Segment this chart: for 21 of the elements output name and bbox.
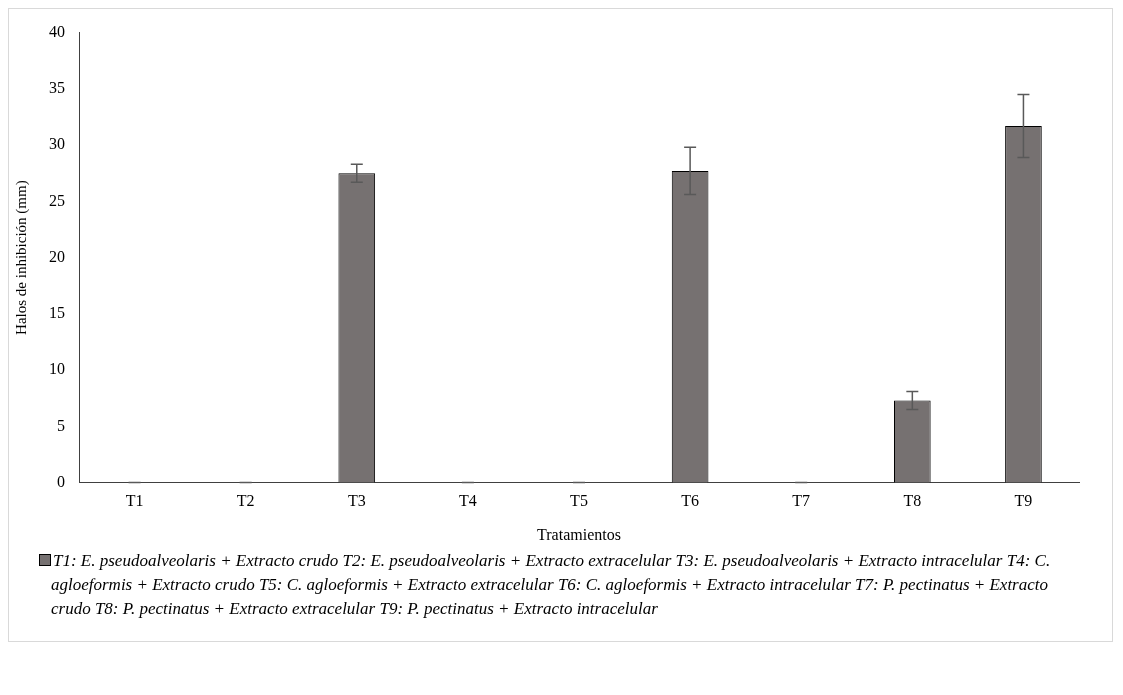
y-tick-label: 15: [49, 304, 65, 322]
y-tick-label: 25: [49, 191, 65, 209]
y-tick-label: 40: [49, 22, 65, 40]
x-tick-label: T6: [681, 492, 699, 510]
x-tick-label: T1: [125, 492, 144, 510]
x-tick-label: T9: [1014, 492, 1033, 510]
y-tick-label: 30: [49, 135, 65, 153]
x-tick-label: T8: [903, 492, 922, 510]
x-tick-label: T2: [236, 492, 255, 510]
legend-label: T1: E. pseudoalveolaris + Extracto crudo T2: E. pseudoalveolaris + Extracto extracelular T3: E. pseudoalveolaris + Extracto intracelular T4: C. agloeformis + Extracto crudo T5: C. agloeformis + Extracto extracelular T6: C. agloeformis + Extracto intracelular T7: P. pectinatus + Extracto crudo T8: P. pectinatus + Extracto extracelular T9: P. pectinatus + Extracto intracelular: [51, 551, 1051, 618]
x-tick-label: T3: [347, 492, 366, 510]
y-tick-label: 20: [49, 247, 65, 265]
x-tick-label: T4: [459, 492, 477, 510]
y-tick-label: 0: [57, 472, 65, 490]
x-tick-label: T7: [792, 492, 811, 510]
x-axis-title: Tratamientos: [537, 525, 621, 543]
y-tick-label: 5: [57, 416, 65, 434]
y-tick-label: 10: [49, 360, 65, 378]
x-tick-label: T5: [570, 492, 588, 510]
y-tick-label: 35: [49, 79, 65, 97]
y-axis-title: Halos de inhibición (mm): [12, 180, 30, 335]
